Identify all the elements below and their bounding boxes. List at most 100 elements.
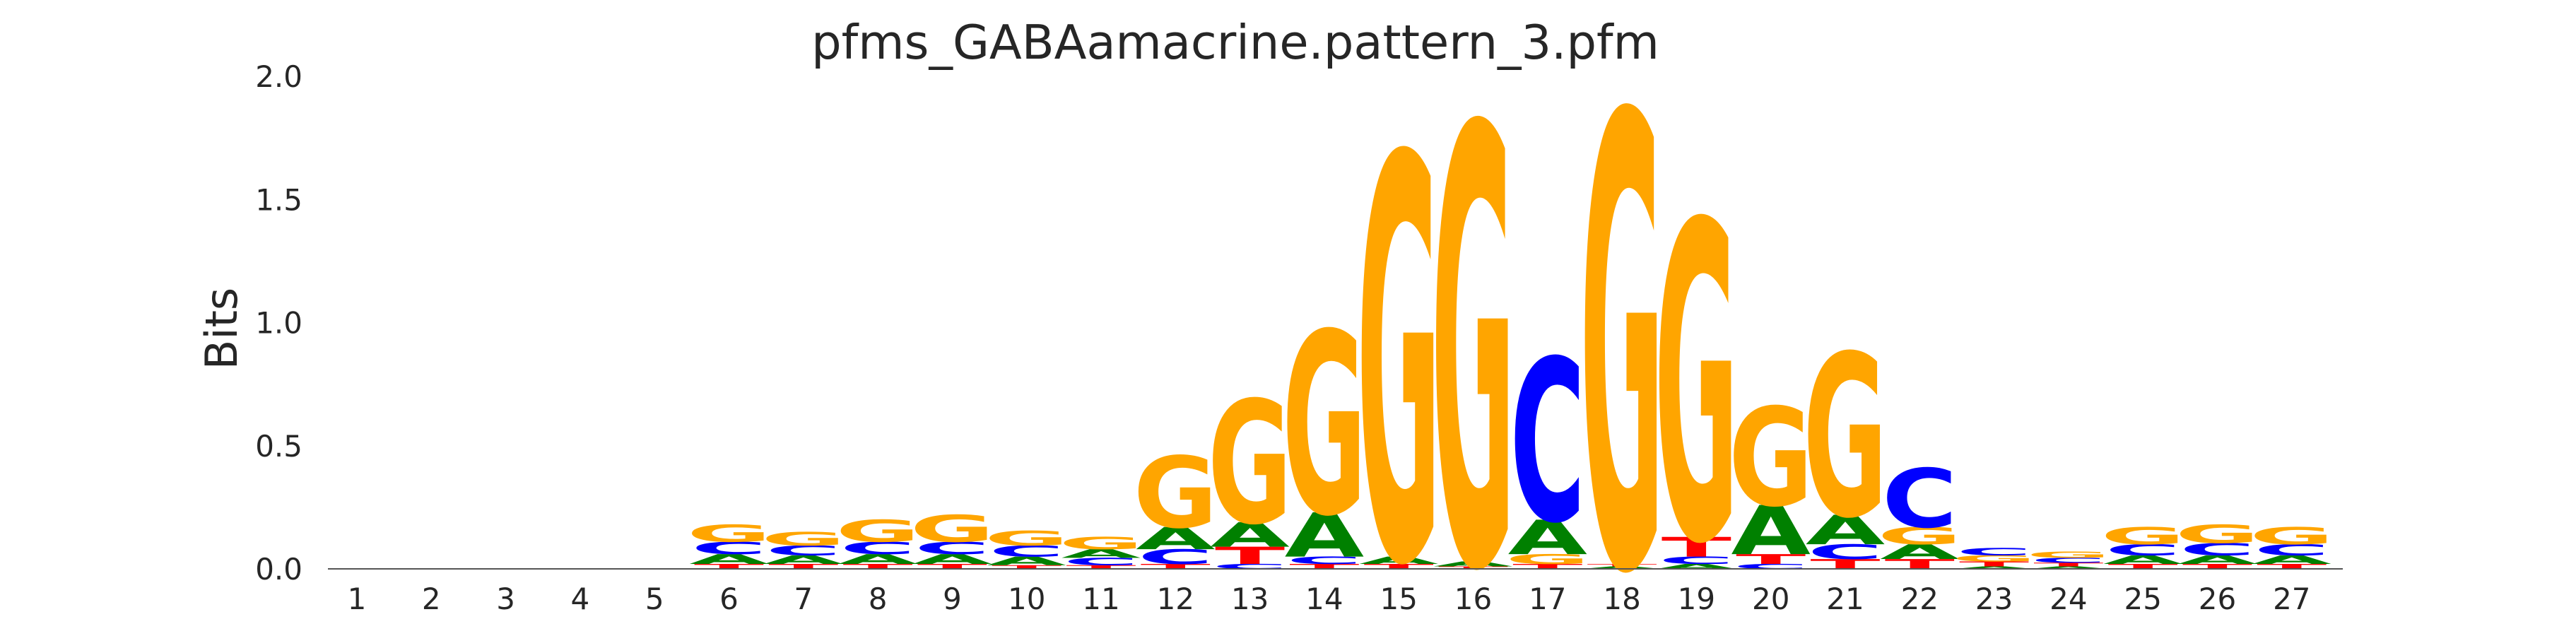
logo-letter-g: G	[2249, 522, 2334, 550]
logo-letter-a: A	[1880, 541, 1960, 564]
x-axis-ticks: 1 2 3 4 5 6 7 8 9 10 11 12 13 14 15 16 17 18 19 20 21 22 23 24 2…	[348, 582, 2311, 616]
logo-letter-a: A	[1954, 566, 2034, 570]
logo-letter-g: G	[1580, 0, 1664, 636]
logo-letter-t: T	[1512, 563, 1582, 570]
x-tick-label: 7	[794, 582, 813, 616]
logo-letter-g: G	[1878, 522, 1962, 550]
logo-letter-c: C	[2105, 541, 2181, 559]
logo-letter-t: T	[1662, 531, 1731, 563]
logo-letter-t: T	[1215, 542, 1285, 570]
x-tick-label: 11	[1082, 582, 1119, 616]
logo-letter-a: A	[1508, 510, 1588, 565]
logo-letter-a: A	[2029, 566, 2109, 570]
x-tick-label: 22	[1901, 582, 1939, 616]
logo-letter-g: G	[1357, 42, 1441, 636]
logo-letter-t: T	[1438, 566, 1508, 570]
y-tick-label: 1.0	[255, 306, 302, 341]
logo-letter-g: G	[984, 526, 1069, 550]
x-tick-label: 8	[869, 582, 888, 616]
logo-letter-g: G	[1059, 534, 1143, 553]
logo-letter-c: C	[1138, 546, 1213, 569]
logo-letter-a: A	[1136, 521, 1216, 556]
x-tick-label: 4	[571, 582, 590, 616]
x-tick-label: 23	[1975, 582, 2013, 616]
logo-letter-g: G	[2026, 550, 2110, 560]
logo-letter-c: C	[1064, 556, 1139, 568]
logo-letter-a: A	[1061, 547, 1141, 560]
y-tick-label: 0.5	[255, 429, 302, 464]
logo-letter-c: C	[1212, 563, 1288, 570]
logo-letter-a: A	[689, 552, 769, 567]
logo-letter-g: G	[1654, 134, 1739, 636]
x-tick-label: 15	[1380, 582, 1417, 616]
logo-letter-t: T	[2257, 563, 2327, 570]
x-tick-label: 9	[943, 582, 962, 616]
logo-letter-a: A	[1582, 566, 1662, 570]
x-tick-label: 21	[1826, 582, 1864, 616]
logo-letter-g: G	[761, 529, 845, 550]
logo-letter-t: T	[694, 563, 764, 570]
x-tick-label: 17	[1529, 582, 1566, 616]
x-tick-label: 27	[2273, 582, 2310, 616]
x-tick-label: 5	[645, 582, 664, 616]
logo-letter-c: C	[1882, 452, 1958, 546]
logo-letter-g: G	[1431, 4, 1515, 636]
x-tick-label: 16	[1454, 582, 1492, 616]
logo-letter-c: C	[840, 538, 916, 558]
x-tick-label: 18	[1603, 582, 1640, 616]
logo-letter-c: C	[1659, 555, 1734, 567]
logo-letter-c: C	[914, 538, 990, 558]
x-tick-label: 1	[348, 582, 367, 616]
logo-letter-c: C	[765, 543, 841, 558]
logo-letter-c: C	[2031, 556, 2107, 564]
logo-letter-c: C	[1956, 546, 2032, 558]
logo-letter-a: A	[1285, 500, 1365, 571]
x-tick-label: 24	[2049, 582, 2087, 616]
logo-letter-g: G	[687, 520, 771, 548]
logo-letter-t: T	[842, 563, 912, 570]
x-tick-label: 25	[2124, 582, 2161, 616]
logo-letter-t: T	[2108, 563, 2178, 570]
logo-letter-a: A	[1433, 560, 1513, 568]
x-tick-label: 14	[1305, 582, 1343, 616]
logo-letter-g: G	[2175, 519, 2259, 549]
logo-letter-g: G	[1208, 366, 1292, 563]
y-tick-label: 1.5	[255, 182, 302, 217]
logo-letter-a: A	[838, 552, 918, 567]
logo-letter-c: C	[1287, 555, 1363, 567]
logo-letter-g: G	[1505, 552, 1589, 567]
y-tick-label: 0.0	[255, 552, 302, 587]
chart-title: pfms_GABAamacrine.pattern_3.pfm	[811, 15, 1659, 70]
logo-letter-g: G	[910, 507, 994, 550]
logo-letters: TACGTACGTACGTACGTACGTCAGTCAGCTAGTCAGTAGT…	[687, 0, 2334, 636]
logo-letter-c: C	[691, 538, 767, 558]
logo-letter-a: A	[1657, 563, 1736, 570]
logo-letter-t: T	[1736, 552, 1806, 567]
logo-letter-a: A	[2177, 553, 2257, 567]
logo-letter-a: A	[987, 554, 1066, 567]
logo-letter-g: G	[835, 514, 919, 549]
logo-letter-c: C	[1808, 541, 1883, 564]
logo-letter-g: G	[1729, 380, 1813, 538]
logo-letter-t: T	[2182, 563, 2252, 570]
y-axis-ticks: 0.0 0.5 1.0 1.5 2.0	[255, 59, 302, 587]
logo-letter-t: T	[1364, 563, 1434, 570]
x-tick-label: 12	[1157, 582, 1194, 616]
y-axis-label: Bits	[196, 288, 247, 370]
logo-letter-c: C	[1733, 563, 1809, 570]
logo-letter-a: A	[1359, 555, 1439, 567]
x-tick-label: 20	[1752, 582, 1789, 616]
logo-letter-c: C	[2180, 540, 2255, 560]
logo-letter-a: A	[912, 552, 992, 567]
logo-letter-t: T	[992, 564, 1061, 570]
logo-letter-a: A	[2252, 553, 2332, 567]
logo-letter-t: T	[768, 563, 838, 570]
x-tick-label: 2	[422, 582, 441, 616]
x-tick-label: 6	[719, 582, 739, 616]
logo-letter-g: G	[2101, 522, 2185, 550]
logo-letter-t: T	[1141, 563, 1211, 570]
x-tick-label: 13	[1231, 582, 1269, 616]
logo-letter-t: T	[1289, 563, 1359, 570]
logo-letter-t: T	[1587, 563, 1657, 567]
